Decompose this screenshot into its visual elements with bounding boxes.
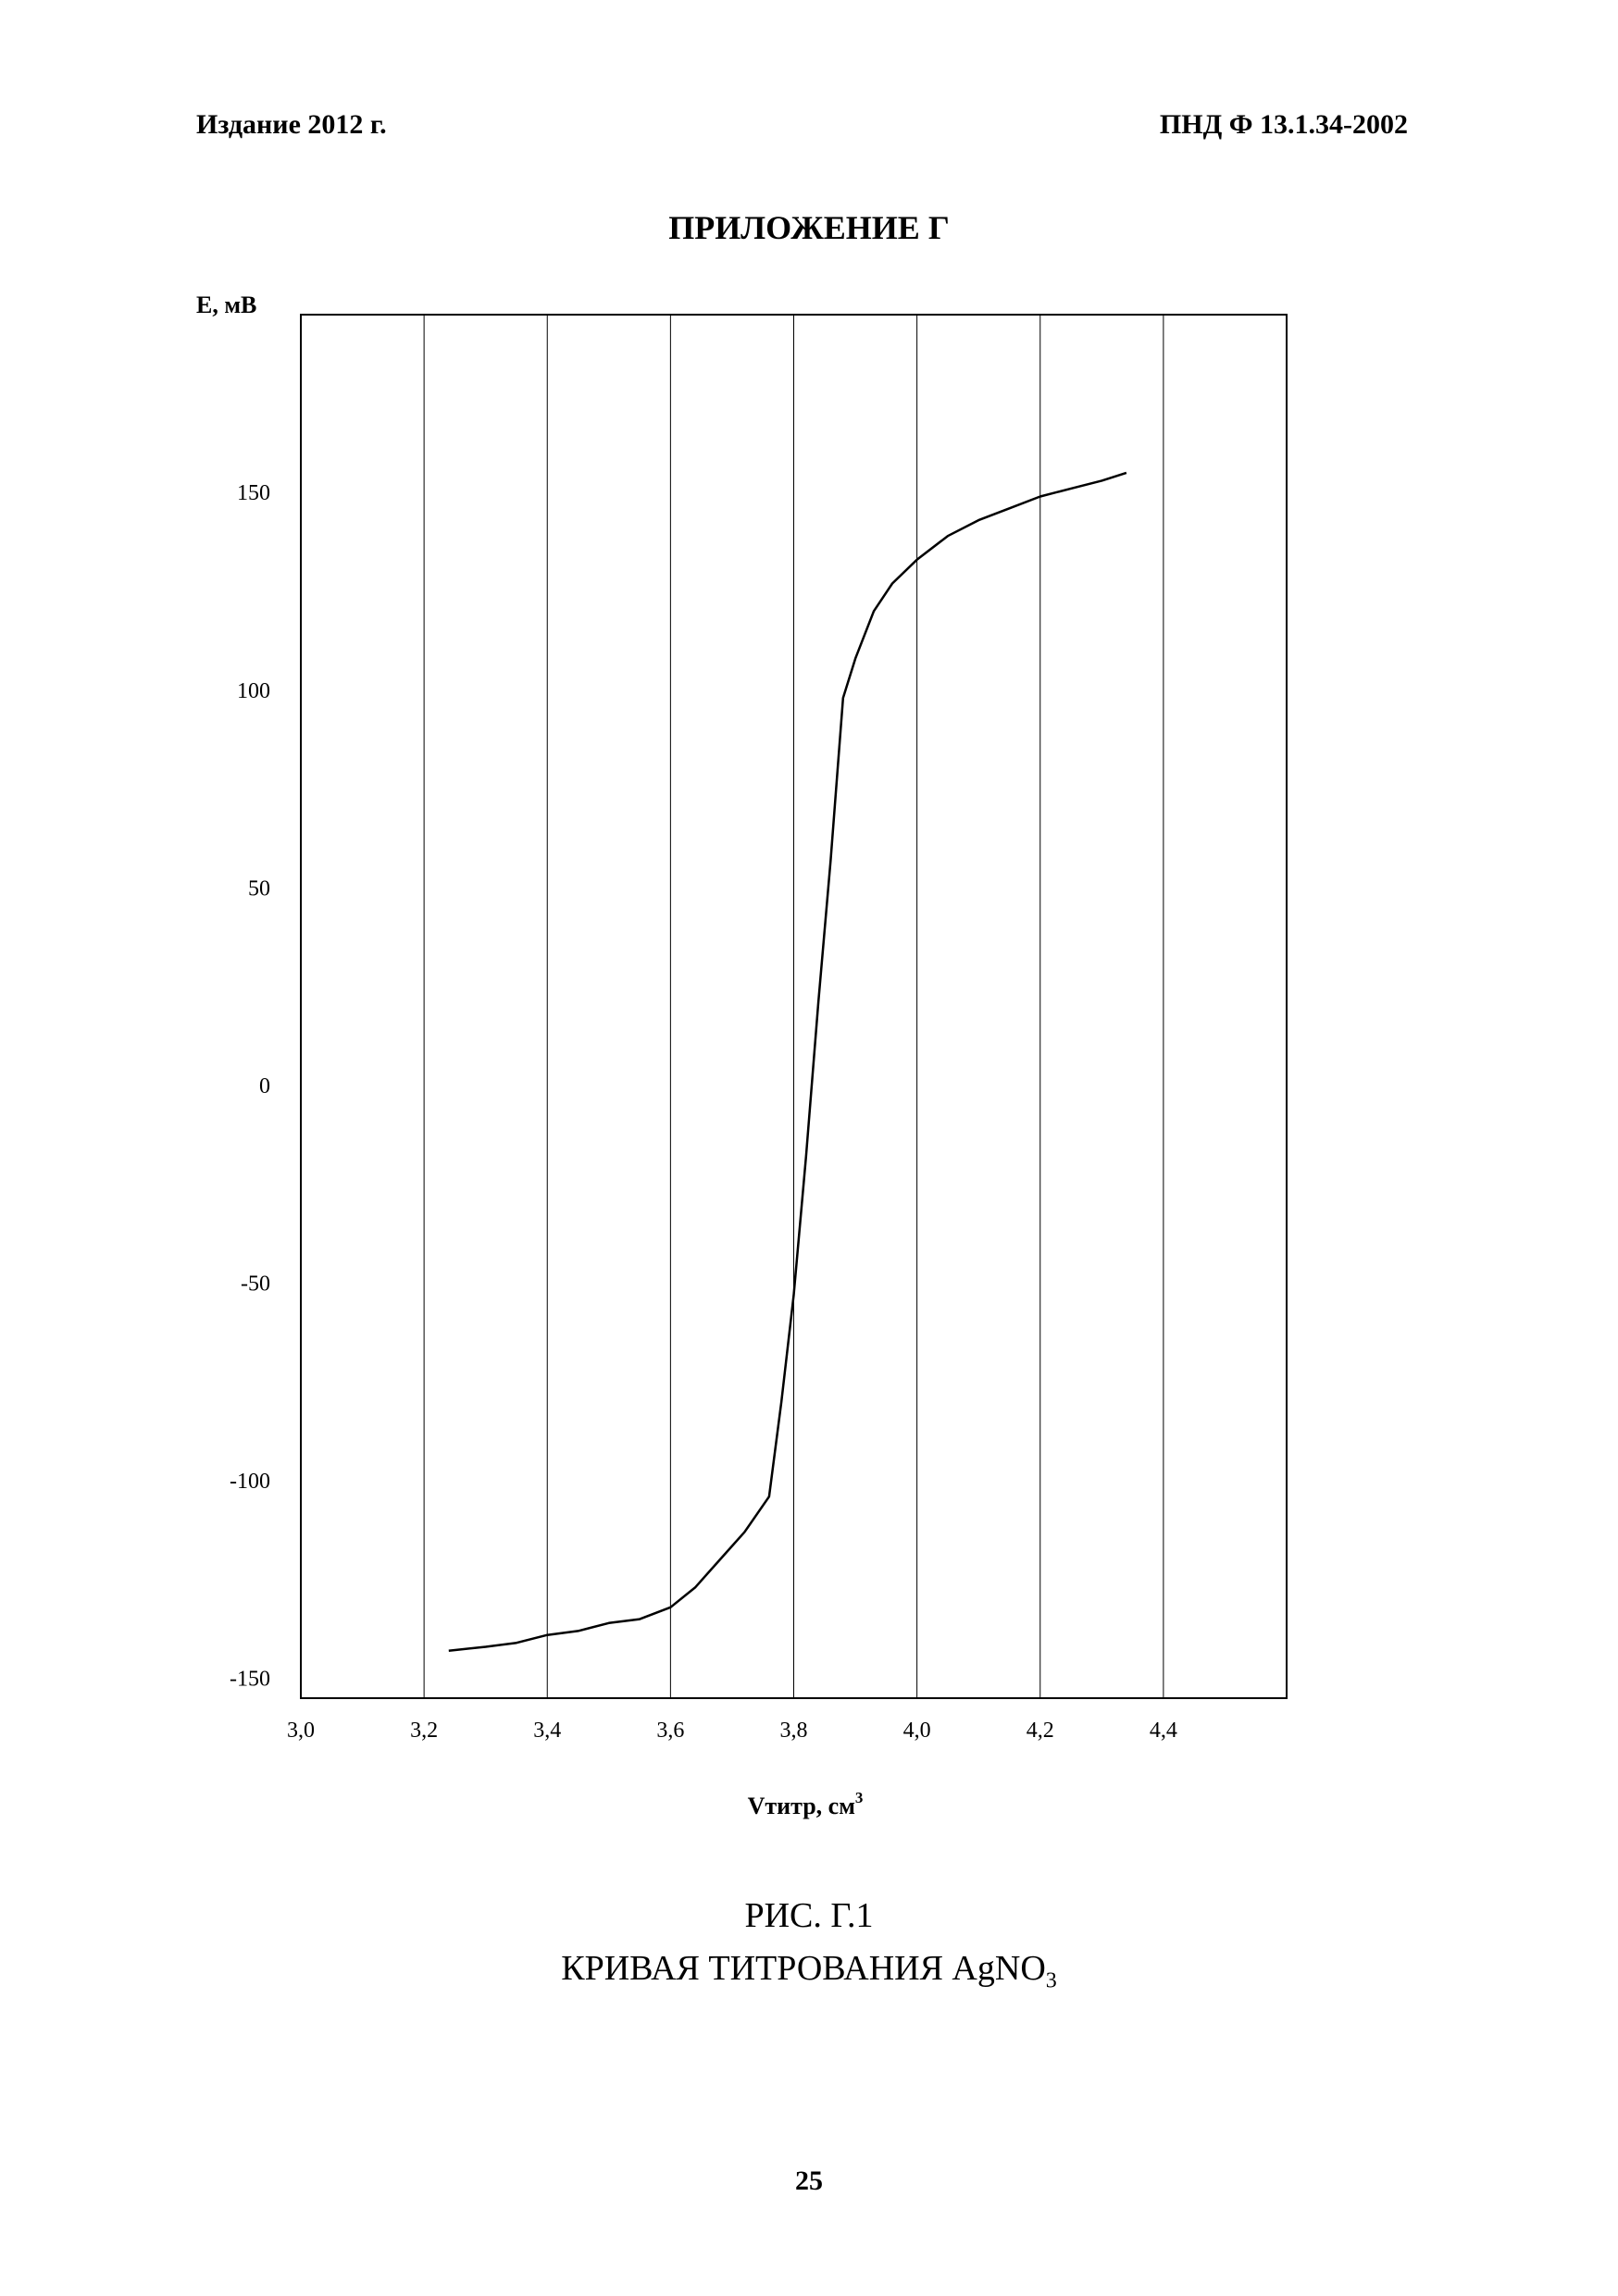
y-tick-label: 100 [237,679,270,703]
header-document-code: ПНД Ф 13.1.34-2002 [1159,109,1408,140]
x-axis-label-superscript: 3 [855,1789,864,1806]
x-tick-label: 3,6 [656,1719,684,1743]
x-tick-label: 3,4 [533,1719,561,1743]
y-tick-label: -100 [230,1470,270,1494]
appendix-title: ПРИЛОЖЕНИЕ Г [668,209,950,246]
x-tick-label: 3,0 [287,1719,315,1743]
y-tick-label: 150 [237,481,270,505]
header-edition: Издание 2012 г. [196,109,387,140]
x-tick-label: 4,4 [1150,1719,1177,1743]
y-tick-label: 50 [248,876,270,900]
x-tick-label: 4,2 [1027,1719,1054,1743]
page-number: 25 [795,2166,823,2196]
x-tick-label: 3,8 [780,1719,808,1743]
series-line [448,471,1127,1652]
plot-frame [300,314,1288,1699]
titration-curve [448,471,1127,1652]
y-tick-label: -50 [241,1272,270,1297]
x-axis-label: Vтитр, см3 [748,1789,864,1819]
figure-number: РИС. Г.1 [744,1896,874,1935]
chart-grid [423,315,1164,1698]
tick-labels: 3,0 3,2 3,4 3,6 3,8 4,0 4,2 4,4 150 100 50 0 -50 -100… [230,481,1177,1743]
y-tick-label: -150 [230,1668,270,1692]
y-tick-label: 0 [259,1074,270,1098]
x-tick-label: 4,0 [903,1719,931,1743]
figure-caption: КРИВАЯ ТИТРОВАНИЯ AgNO3 [0,1948,1618,1994]
figure-caption-subscript: 3 [1045,1968,1057,1993]
y-axis-label: E, мВ [196,292,256,318]
figure-caption-text: КРИВАЯ ТИТРОВАНИЯ AgNO [561,1949,1046,1988]
x-tick-label: 3,2 [410,1719,438,1743]
x-axis-label-text: Vтитр, см [748,1793,855,1819]
